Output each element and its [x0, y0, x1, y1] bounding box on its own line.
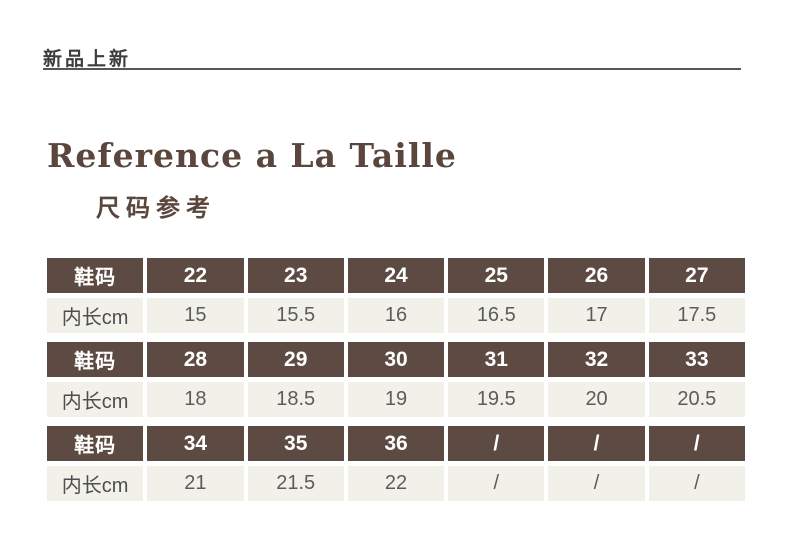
length-cell: /: [448, 466, 545, 501]
row-header-cell: 鞋码: [47, 258, 144, 293]
length-data-row: 内长cm 18 18.5 19 19.5 20 20.5: [47, 382, 745, 417]
size-cell: 26: [548, 258, 645, 293]
size-header-row: 鞋码 22 23 24 25 26 27: [47, 258, 745, 293]
size-cell: 31: [448, 342, 545, 377]
length-cell: 16.5: [448, 298, 545, 333]
row-header-cell: 鞋码: [47, 342, 144, 377]
size-cell: 30: [347, 342, 445, 377]
size-cell: 22: [147, 258, 244, 293]
page-title: Reference a La Taille: [47, 136, 457, 175]
brand-label: 新品上新: [43, 48, 132, 70]
length-cell: 19: [347, 382, 445, 417]
page-subtitle: 尺码参考: [96, 195, 216, 222]
size-cell: 24: [347, 258, 445, 293]
length-cell: 18.5: [247, 382, 344, 417]
length-cell: 21.5: [247, 466, 344, 501]
length-cell: 19.5: [448, 382, 545, 417]
size-cell: 28: [147, 342, 244, 377]
length-cell: 21: [147, 466, 244, 501]
size-cell: /: [648, 426, 745, 461]
length-cell: 20.5: [648, 382, 745, 417]
size-header-row: 鞋码 28 29 30 31 32 33: [47, 342, 745, 377]
length-cell: 22: [347, 466, 445, 501]
size-cell: 32: [548, 342, 645, 377]
length-data-row: 内长cm 21 21.5 22 / / /: [47, 466, 745, 501]
size-reference-table: 鞋码 22 23 24 25 26 27 内长cm 15 15.5 16 16.…: [47, 258, 745, 501]
length-data-row: 内长cm 15 15.5 16 16.5 17 17.5: [47, 298, 745, 333]
length-cell: 17: [548, 298, 645, 333]
size-cell: 25: [448, 258, 545, 293]
row-header-cell: 鞋码: [47, 426, 144, 461]
length-cell: 15.5: [247, 298, 344, 333]
length-cell: /: [648, 466, 745, 501]
size-cell: 23: [247, 258, 344, 293]
size-cell: 36: [347, 426, 445, 461]
row-header-cell: 内长cm: [47, 382, 144, 417]
length-cell: /: [548, 466, 645, 501]
size-header-row: 鞋码 34 35 36 / / /: [47, 426, 745, 461]
header-divider: [43, 68, 741, 70]
size-cell: /: [448, 426, 545, 461]
size-cell: 27: [648, 258, 745, 293]
size-cell: /: [548, 426, 645, 461]
row-header-cell: 内长cm: [47, 466, 144, 501]
length-cell: 18: [147, 382, 244, 417]
size-cell: 35: [247, 426, 344, 461]
size-cell: 33: [648, 342, 745, 377]
size-cell: 34: [147, 426, 244, 461]
size-cell: 29: [247, 342, 344, 377]
length-cell: 17.5: [648, 298, 745, 333]
length-cell: 20: [548, 382, 645, 417]
length-cell: 15: [147, 298, 244, 333]
length-cell: 16: [347, 298, 445, 333]
row-header-cell: 内长cm: [47, 298, 144, 333]
